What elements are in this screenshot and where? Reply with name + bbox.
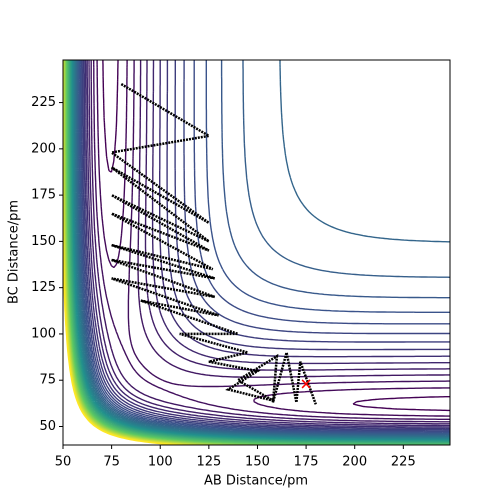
contour-line bbox=[78, 60, 450, 434]
plot-frame bbox=[62, 59, 451, 446]
contour-line bbox=[78, 60, 450, 435]
y-tick-label: 50 bbox=[39, 419, 56, 434]
y-tick-label: 150 bbox=[31, 234, 56, 249]
x-tick-label: 50 bbox=[55, 455, 72, 470]
contour-line bbox=[75, 60, 450, 437]
contour-line bbox=[74, 60, 450, 438]
contour-line bbox=[88, 60, 450, 425]
x-tick-label: 75 bbox=[103, 455, 120, 470]
marker bbox=[301, 379, 311, 389]
contour-line bbox=[82, 60, 450, 431]
x-tick-label: 175 bbox=[294, 455, 319, 470]
contour-line bbox=[66, 60, 450, 445]
trajectory-layer bbox=[108, 83, 317, 405]
x-tick-label: 125 bbox=[196, 455, 221, 470]
x-tick-label: 200 bbox=[342, 455, 367, 470]
contour-line bbox=[63, 245, 177, 445]
x-tick-label: 225 bbox=[391, 455, 416, 470]
contour-line bbox=[65, 60, 372, 445]
x-tick-label: 100 bbox=[148, 455, 173, 470]
contour-line bbox=[76, 60, 450, 437]
x-tick-label: 150 bbox=[245, 455, 270, 470]
y-tick-label: 100 bbox=[31, 326, 56, 341]
y-tick-label: 200 bbox=[31, 141, 56, 156]
contour-lines bbox=[63, 60, 450, 445]
contour-line bbox=[81, 60, 450, 432]
y-axis-label: BC Distance/pm bbox=[7, 200, 22, 304]
y-tick-label: 125 bbox=[31, 280, 56, 295]
contour-line bbox=[83, 60, 450, 430]
contour-line bbox=[102, 60, 450, 412]
y-tick-label: 175 bbox=[31, 188, 56, 203]
y-tick-label: 75 bbox=[39, 373, 56, 388]
trajectory bbox=[108, 83, 317, 405]
contour-line bbox=[90, 60, 450, 423]
contour-line bbox=[93, 60, 450, 420]
y-tick-label: 225 bbox=[31, 95, 56, 110]
contour-line bbox=[77, 60, 450, 436]
contour-line bbox=[79, 60, 450, 433]
contour-line bbox=[67, 60, 450, 445]
x-axis-label: AB Distance/pm bbox=[204, 474, 308, 489]
